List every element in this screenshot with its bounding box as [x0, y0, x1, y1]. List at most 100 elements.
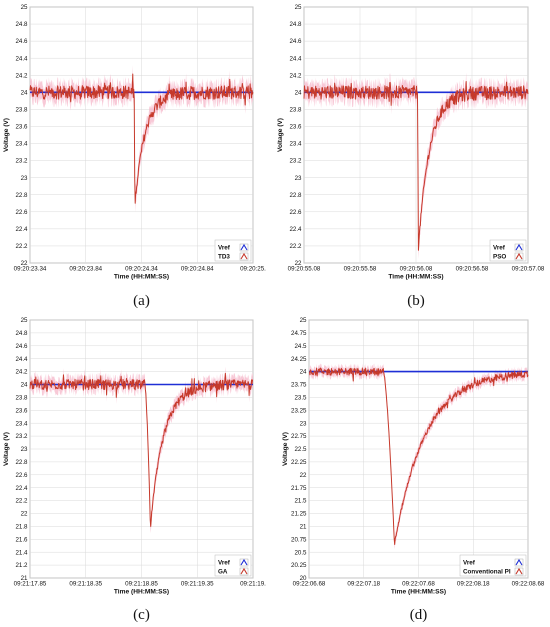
y-tick-label: 22.2 [15, 243, 28, 250]
y-tick-label: 23.4 [289, 141, 302, 148]
x-tick-label: 09:20:23.84 [69, 266, 102, 273]
legend-swatch-icon [240, 243, 248, 251]
y-tick-label: 22.4 [289, 226, 302, 233]
y-tick-label: 23 [21, 446, 28, 453]
legend-entry-label: Conventional PI [463, 568, 511, 575]
y-tick-label: 23 [21, 175, 28, 182]
y-tick-label: 24.8 [289, 21, 302, 28]
legend-box [459, 554, 527, 577]
y-tick-label: 24 [21, 382, 28, 389]
legend-entry-label: Vref [493, 244, 506, 251]
x-tick-label: 09:20:56.08 [400, 266, 433, 273]
y-tick-label: 23.5 [294, 395, 307, 402]
x-axis-label: Time (HH:MM:SS) [114, 589, 169, 596]
legend-swatch-icon [515, 243, 523, 251]
y-tick-label: 24.4 [15, 55, 28, 62]
legend-swatch-icon [515, 252, 523, 260]
x-tick-label: 09:20:55.58 [344, 266, 377, 273]
y-tick-label: 24.4 [15, 356, 28, 363]
x-axis-label: Time (HH:MM:SS) [388, 274, 443, 281]
y-tick-label: 23.6 [15, 407, 28, 414]
y-tick-label: 21 [300, 524, 307, 531]
x-tick-label: 09:22:06.68 [293, 581, 326, 588]
y-tick-label: 25 [295, 4, 302, 11]
y-tick-label: 22 [21, 260, 28, 267]
y-tick-label: 24.6 [289, 38, 302, 45]
y-tick-label: 23.8 [289, 107, 302, 114]
y-tick-label: 23.2 [15, 158, 28, 165]
y-tick-label: 23.4 [15, 420, 28, 427]
y-tick-label: 23.8 [15, 107, 28, 114]
x-tick-label: 09:20:56.58 [456, 266, 489, 273]
y-axis-label: Voltage (V) [3, 118, 10, 152]
y-tick-label: 23 [295, 175, 302, 182]
y-tick-label: 23.25 [291, 407, 307, 414]
x-tick-label: 09:20:25. [240, 266, 266, 273]
y-tick-label: 22.6 [15, 209, 28, 216]
y-tick-label: 24.8 [15, 330, 28, 337]
y-tick-label: 22 [300, 472, 307, 479]
y-tick-label: 21.2 [15, 562, 28, 569]
panel-caption: (a) [133, 293, 150, 309]
y-tick-label: 23.2 [289, 158, 302, 165]
legend-entry-label: GA [218, 568, 228, 575]
y-tick-label: 20 [300, 575, 307, 582]
x-tick-label: 09:22:07.18 [347, 581, 380, 588]
y-tick-label: 23.8 [15, 395, 28, 402]
y-tick-label: 21.75 [291, 485, 307, 492]
y-tick-label: 24.2 [15, 72, 28, 79]
y-tick-label: 20.5 [294, 549, 307, 556]
y-tick-label: 23.2 [15, 433, 28, 440]
y-tick-label: 23.6 [15, 124, 28, 131]
x-tick-label: 09:21:18.35 [69, 581, 102, 588]
y-axis-label: Voltage (V) [3, 432, 10, 466]
y-tick-label: 22.8 [289, 192, 302, 199]
y-tick-label: 24 [295, 89, 302, 96]
y-tick-label: 25 [21, 317, 28, 324]
x-tick-label: 09:21:17.85 [14, 581, 47, 588]
x-tick-label: 09:21:19. [240, 581, 266, 588]
x-tick-label: 09:22:08.18 [457, 581, 490, 588]
y-tick-label: 21.5 [294, 498, 307, 505]
y-tick-label: 22.8 [15, 192, 28, 199]
y-tick-label: 24.6 [15, 343, 28, 350]
y-tick-label: 24.6 [15, 38, 28, 45]
legend: Vref PSO [489, 239, 527, 262]
y-tick-label: 24.4 [289, 55, 302, 62]
y-tick-label: 25 [21, 4, 28, 11]
chart-panel-c: 25 24.8 24.6 24.4 24.2 24 23.8 23.6 23.4 23.2 23 22… [3, 317, 266, 623]
y-tick-label: 21 [21, 575, 28, 582]
x-tick-label: 09:22:08.68 [512, 581, 545, 588]
y-tick-label: 20.75 [291, 536, 307, 543]
y-tick-label: 21.6 [15, 536, 28, 543]
y-tick-label: 22.6 [289, 209, 302, 216]
x-tick-label: 09:20:55.08 [288, 266, 321, 273]
y-tick-label: 21.25 [291, 511, 307, 518]
legend: Vref TD3 [214, 239, 252, 262]
y-tick-label: 22 [295, 260, 302, 267]
y-tick-label: 22.5 [294, 446, 307, 453]
x-tick-label: 09:20:24.84 [181, 266, 214, 273]
legend-swatch-icon [240, 558, 248, 566]
legend: Vref GA [214, 554, 252, 577]
y-tick-label: 23 [300, 420, 307, 427]
y-tick-label: 25 [300, 317, 307, 324]
y-tick-label: 22.25 [291, 459, 307, 466]
x-tick-label: 09:21:18.85 [125, 581, 158, 588]
y-tick-label: 22.6 [15, 472, 28, 479]
legend-swatch-icon [515, 567, 523, 575]
panel-caption: (d) [410, 607, 428, 623]
y-axis-label: Voltage (V) [277, 118, 284, 152]
legend-entry-label: PSO [493, 253, 506, 260]
x-tick-label: 09:20:23.34 [14, 266, 47, 273]
legend-swatch-icon [240, 567, 248, 575]
y-tick-label: 22.2 [15, 498, 28, 505]
series-line-controller [303, 81, 529, 251]
y-tick-label: 22 [21, 511, 28, 518]
y-tick-label: 24 [21, 89, 28, 96]
y-tick-label: 24 [300, 369, 307, 376]
y-tick-label: 24.75 [291, 330, 307, 337]
panel-caption: (b) [407, 293, 425, 309]
x-axis-label: Time (HH:MM:SS) [391, 589, 446, 596]
x-tick-label: 09:20:57.08 [512, 266, 545, 273]
